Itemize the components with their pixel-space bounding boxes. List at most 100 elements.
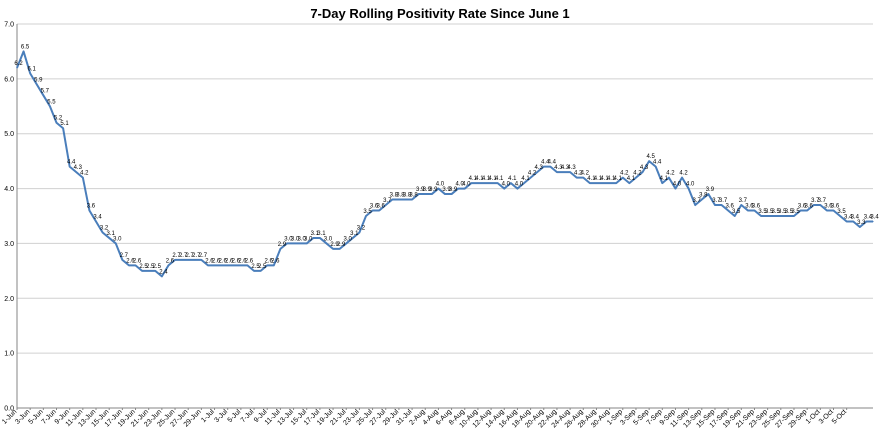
data-label: 2.6 (245, 258, 254, 264)
data-point (661, 182, 663, 184)
data-label: 4.4 (541, 160, 550, 166)
data-point (727, 209, 729, 212)
data-point (635, 177, 637, 179)
data-point (253, 270, 255, 272)
data-point (450, 193, 453, 195)
data-label: 2.9 (278, 242, 287, 248)
data-label: 2.7 (192, 253, 201, 259)
data-point (62, 127, 64, 129)
data-point (411, 198, 413, 201)
data-point (16, 67, 18, 69)
data-label: 4.1 (475, 176, 484, 182)
data-label: 4.3 (74, 165, 83, 171)
data-point (503, 187, 505, 190)
data-label: 3.1 (350, 231, 359, 237)
data-point (786, 215, 789, 217)
data-label: 3.6 (804, 204, 813, 210)
data-label: 2.7 (120, 253, 129, 259)
data-point (266, 264, 268, 266)
data-point (121, 259, 123, 261)
data-point (36, 83, 38, 85)
data-point (352, 237, 354, 239)
data-label: 3.5 (837, 209, 846, 215)
y-tick-label: 1.0 (4, 351, 14, 358)
data-point (694, 204, 696, 206)
data-point (273, 264, 275, 266)
data-label: 4.1 (614, 176, 623, 182)
data-point (332, 248, 334, 250)
data-point (602, 182, 604, 184)
data-point (747, 209, 749, 212)
data-label: 4.1 (594, 176, 603, 182)
data-point (365, 215, 367, 217)
data-label: 2.9 (330, 242, 339, 248)
y-tick-label: 4.0 (4, 186, 14, 193)
data-label: 3.1 (311, 231, 320, 237)
data-label: 2.6 (166, 258, 175, 264)
data-point (622, 177, 624, 179)
data-label: 3.5 (363, 209, 372, 215)
data-point (75, 171, 77, 173)
data-label: 3.5 (772, 209, 781, 215)
data-label: 2.6 (271, 258, 280, 264)
data-label: 4.3 (640, 165, 649, 171)
data-label: 4.5 (646, 154, 655, 160)
data-point (95, 220, 97, 223)
data-label: 6.5 (21, 44, 30, 50)
data-point (227, 264, 229, 266)
data-point (240, 264, 242, 266)
data-label: 3.5 (785, 209, 794, 215)
data-point (187, 259, 189, 261)
data-label: 5.2 (54, 116, 63, 122)
data-label: 2.7 (199, 253, 208, 259)
data-point (148, 270, 150, 272)
data-point (760, 215, 762, 217)
y-tick-label: 5.0 (4, 131, 14, 138)
data-label: 3.7 (383, 198, 392, 204)
data-point (832, 209, 835, 212)
data-label: 3.7 (693, 198, 702, 204)
data-point (319, 237, 321, 239)
data-point (213, 264, 216, 266)
data-point (398, 198, 400, 201)
data-point (286, 242, 288, 245)
data-label: 2.5 (258, 264, 267, 270)
data-label: 3.6 (798, 204, 807, 210)
data-label: 3.0 (284, 236, 293, 242)
data-label: 4.1 (660, 176, 669, 182)
data-point (22, 50, 25, 53)
data-point (194, 259, 196, 261)
data-point (134, 264, 137, 266)
data-label: 4.0 (462, 182, 471, 188)
data-label: 3.7 (719, 198, 728, 204)
data-label: 4.1 (607, 176, 616, 182)
data-label: 4.4 (653, 160, 662, 166)
data-label: 4.0 (436, 182, 445, 188)
data-label: 2.6 (218, 258, 227, 264)
data-point (859, 226, 861, 228)
data-point (609, 182, 611, 184)
data-label: 2.6 (232, 258, 241, 264)
data-point (88, 209, 91, 212)
data-label: 2.6 (212, 258, 221, 264)
data-point (536, 171, 538, 173)
data-point (102, 231, 104, 234)
data-point (418, 193, 420, 195)
data-label: 3.1 (317, 231, 326, 237)
data-label: 3.5 (778, 209, 787, 215)
data-label: 2.5 (139, 264, 148, 270)
data-point (391, 198, 393, 201)
data-point (767, 215, 769, 217)
data-point (569, 171, 571, 173)
data-label: 2.7 (179, 253, 188, 259)
data-point (154, 270, 156, 272)
y-tick-label: 3.0 (4, 241, 14, 248)
data-label: 2.6 (238, 258, 247, 264)
data-point (595, 182, 598, 184)
data-point (424, 193, 426, 195)
data-point (29, 72, 31, 74)
data-point (806, 209, 808, 212)
data-point (674, 187, 677, 190)
data-point (523, 182, 525, 184)
data-point (615, 182, 617, 184)
